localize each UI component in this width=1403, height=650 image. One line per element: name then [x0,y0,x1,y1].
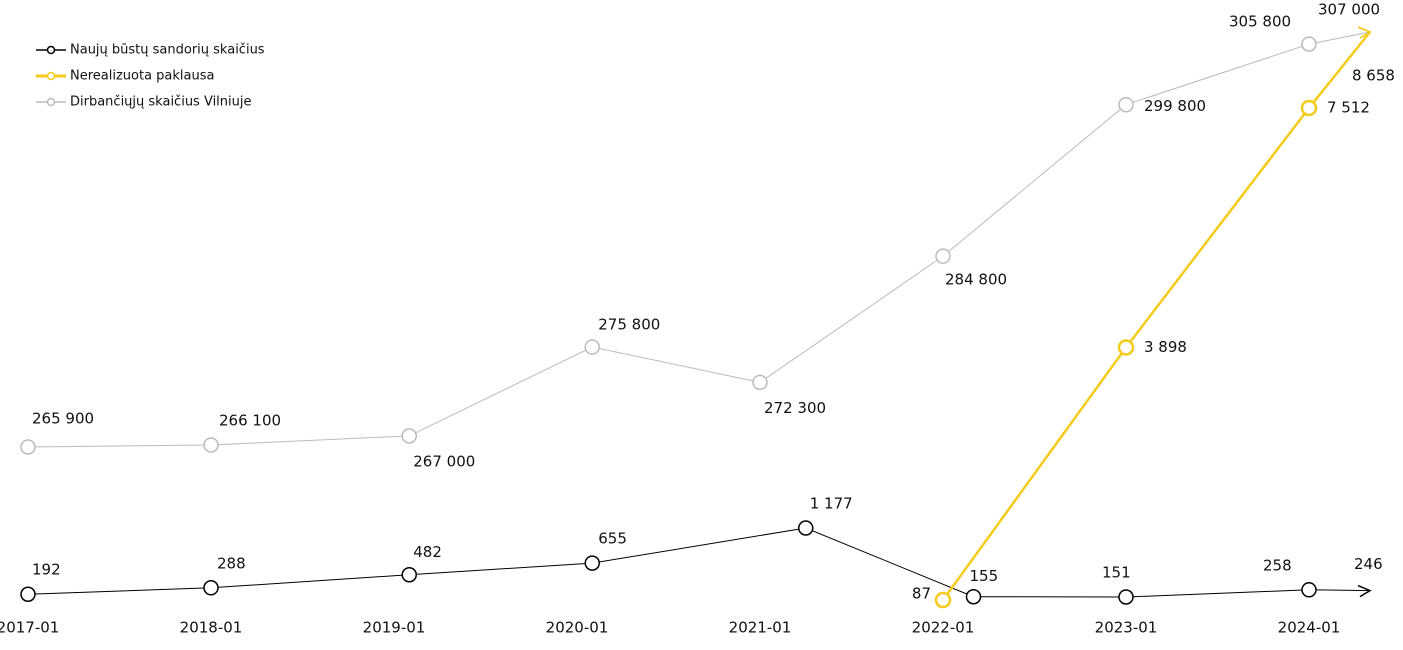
value-label: 1 177 [810,495,853,513]
value-label: 284 800 [945,271,1007,289]
point [401,566,417,583]
x-tick-label: 2020-01 [546,619,609,637]
point [965,588,982,605]
value-label: 299 800 [1144,97,1206,115]
point [1301,582,1317,598]
value-label: 3 898 [1144,338,1187,356]
point [1118,96,1134,113]
arrow-head [1357,26,1372,39]
point [935,248,951,264]
point [203,437,219,453]
point [1301,36,1317,52]
x-tick-label: 2019-01 [363,619,426,637]
value-label: 265 900 [32,410,94,428]
legend-marker [46,45,56,55]
series-line [941,31,1371,601]
value-label: 288 [217,554,246,572]
value-label: 655 [598,530,627,548]
value-label: 305 800 [1229,13,1291,31]
point [20,439,36,455]
legend-marker [46,97,56,107]
value-label: 258 [1263,556,1292,574]
arrow-head [1357,584,1372,598]
value-label: 151 [1102,564,1131,582]
legend-marker [46,71,56,81]
x-tick-label: 2017-01 [0,619,59,637]
point [203,580,219,596]
point [1300,99,1318,117]
value-label: 266 100 [219,411,281,429]
value-label: 246 [1354,555,1383,573]
point [401,428,417,444]
point [1118,589,1134,605]
point [934,591,952,609]
point [584,339,600,355]
value-label: 307 000 [1318,1,1380,19]
value-label: 7 512 [1327,98,1370,116]
value-label: 155 [970,567,999,585]
value-label: 272 300 [764,399,826,417]
point [20,586,36,602]
value-label: 192 [32,561,61,579]
x-tick-label: 2024-01 [1278,619,1341,637]
point [584,555,600,571]
value-label: 8 658 [1352,67,1395,85]
point [1117,339,1135,356]
x-tick-label: 2023-01 [1095,619,1158,637]
legend-label: Dirbančiųjų skaičius Vilniuje [70,95,252,110]
value-label: 275 800 [598,316,660,334]
x-tick-label: 2021-01 [729,619,792,637]
value-label: 267 000 [413,452,475,470]
value-label: 482 [413,543,442,561]
point [752,374,768,391]
x-tick-label: 2022-01 [912,619,975,637]
value-label: 87 [912,585,931,603]
x-tick-label: 2018-01 [180,619,243,637]
legend-label: Nerealizuota paklausa [70,69,215,84]
legend-label: Naujų būstų sandorių skaičius [70,43,265,58]
point [798,520,814,536]
